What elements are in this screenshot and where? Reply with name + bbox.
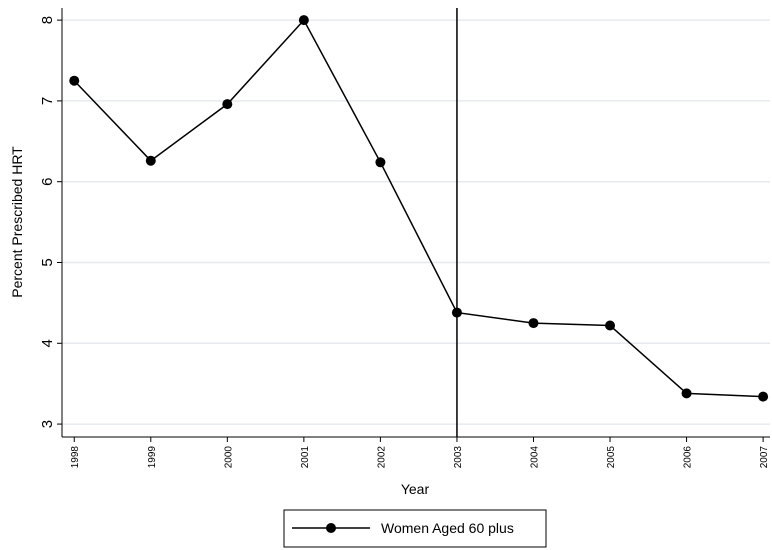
x-tick-label: 2005 (606, 446, 617, 469)
x-axis-label: Year (401, 481, 430, 497)
x-tick-label: 2000 (223, 446, 234, 469)
data-point (451, 307, 462, 318)
y-tick-label: 8 (39, 16, 56, 24)
legend-label: Women Aged 60 plus (381, 520, 514, 536)
y-axis-label: Percent Prescribed HRT (9, 146, 25, 298)
y-tick-label: 5 (39, 258, 56, 266)
data-point (528, 318, 539, 329)
data-point (605, 320, 616, 331)
data-point (222, 99, 233, 110)
legend-marker (326, 523, 336, 533)
series-line (73, 18, 764, 398)
y-tick-label: 4 (39, 339, 56, 347)
data-point (758, 391, 769, 402)
x-tick-label: 2004 (529, 446, 540, 469)
data-point (69, 75, 80, 86)
x-tick-label: 2003 (453, 446, 464, 469)
x-tick-label: 2006 (683, 446, 694, 469)
x-tick-label: 2001 (300, 446, 311, 469)
x-tick-label: 1998 (70, 446, 81, 469)
x-tick-label: 1999 (147, 446, 158, 469)
x-tick-label: 2002 (376, 446, 387, 469)
y-tick-label: 3 (39, 420, 56, 428)
x-tick-label: 2007 (759, 446, 770, 469)
data-point (681, 388, 692, 399)
data-point (375, 157, 386, 168)
y-tick-label: 7 (39, 97, 56, 105)
data-point (298, 15, 309, 26)
data-point (145, 155, 156, 166)
y-tick-label: 6 (39, 178, 56, 186)
